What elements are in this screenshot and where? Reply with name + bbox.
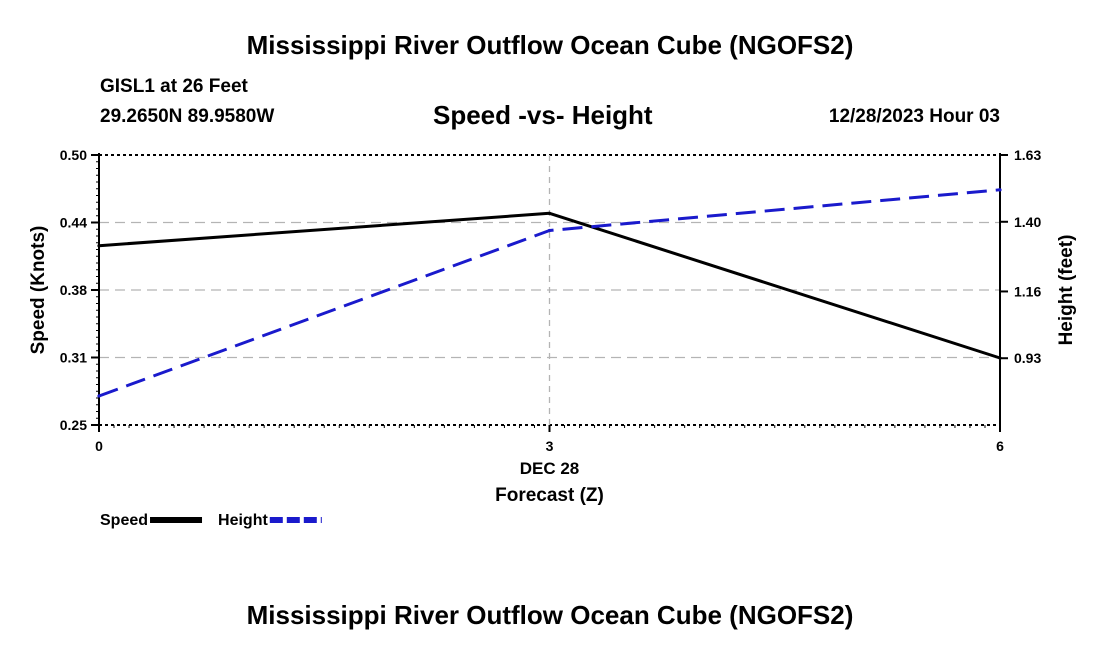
right-tick-label: 1.16 [1014, 283, 1041, 299]
chart-labels: 0.50 0.44 0.38 0.31 0.25 1.63 1.40 1.16 0.93 0 3 6 D… [28, 147, 1077, 506]
right-axis-title: Height (feet) [1056, 235, 1077, 346]
left-tick-label: 0.25 [60, 417, 87, 433]
left-tick-label: 0.44 [60, 215, 87, 231]
speed-data-point [998, 356, 1002, 360]
station-label: GISL1 at 26 Feet [100, 76, 248, 97]
date-label: 12/28/2023 Hour 03 [828, 106, 1000, 127]
height-data-point [998, 188, 1002, 192]
chart-series [97, 188, 1002, 398]
right-tick-label: 1.63 [1014, 147, 1041, 163]
left-axis-title: Speed (Knots) [28, 226, 49, 355]
speed-data-point [97, 244, 101, 248]
chart-subtitle: Speed -vs- Height [433, 100, 653, 130]
x-axis-title: Forecast (Z) [495, 485, 604, 506]
x-tick-label: 6 [996, 438, 1004, 454]
coordinates-label: 29.2650N 89.9580W [100, 106, 275, 127]
left-tick-label: 0.31 [60, 350, 87, 366]
right-tick-label: 1.40 [1014, 214, 1041, 230]
height-data-point [97, 394, 101, 398]
x-tick-label: 0 [95, 438, 103, 454]
left-tick-label: 0.38 [60, 282, 87, 298]
footer-title: Mississippi River Outflow Ocean Cube (NG… [246, 600, 854, 630]
chart-legend: Speed Height [100, 512, 322, 529]
chart-axes [91, 153, 1008, 432]
left-tick-label: 0.50 [60, 147, 87, 163]
height-data-point [547, 228, 552, 233]
grid-lines [99, 154, 1000, 426]
right-tick-label: 0.93 [1014, 350, 1041, 366]
speed-data-point [547, 211, 552, 215]
main-title: Mississippi River Outflow Ocean Cube (NG… [246, 30, 854, 60]
x-tick-label: 3 [546, 438, 554, 454]
legend-label-speed: Speed [100, 512, 148, 529]
x-day-label: DEC 28 [520, 459, 580, 478]
legend-label-height: Height [218, 512, 268, 529]
